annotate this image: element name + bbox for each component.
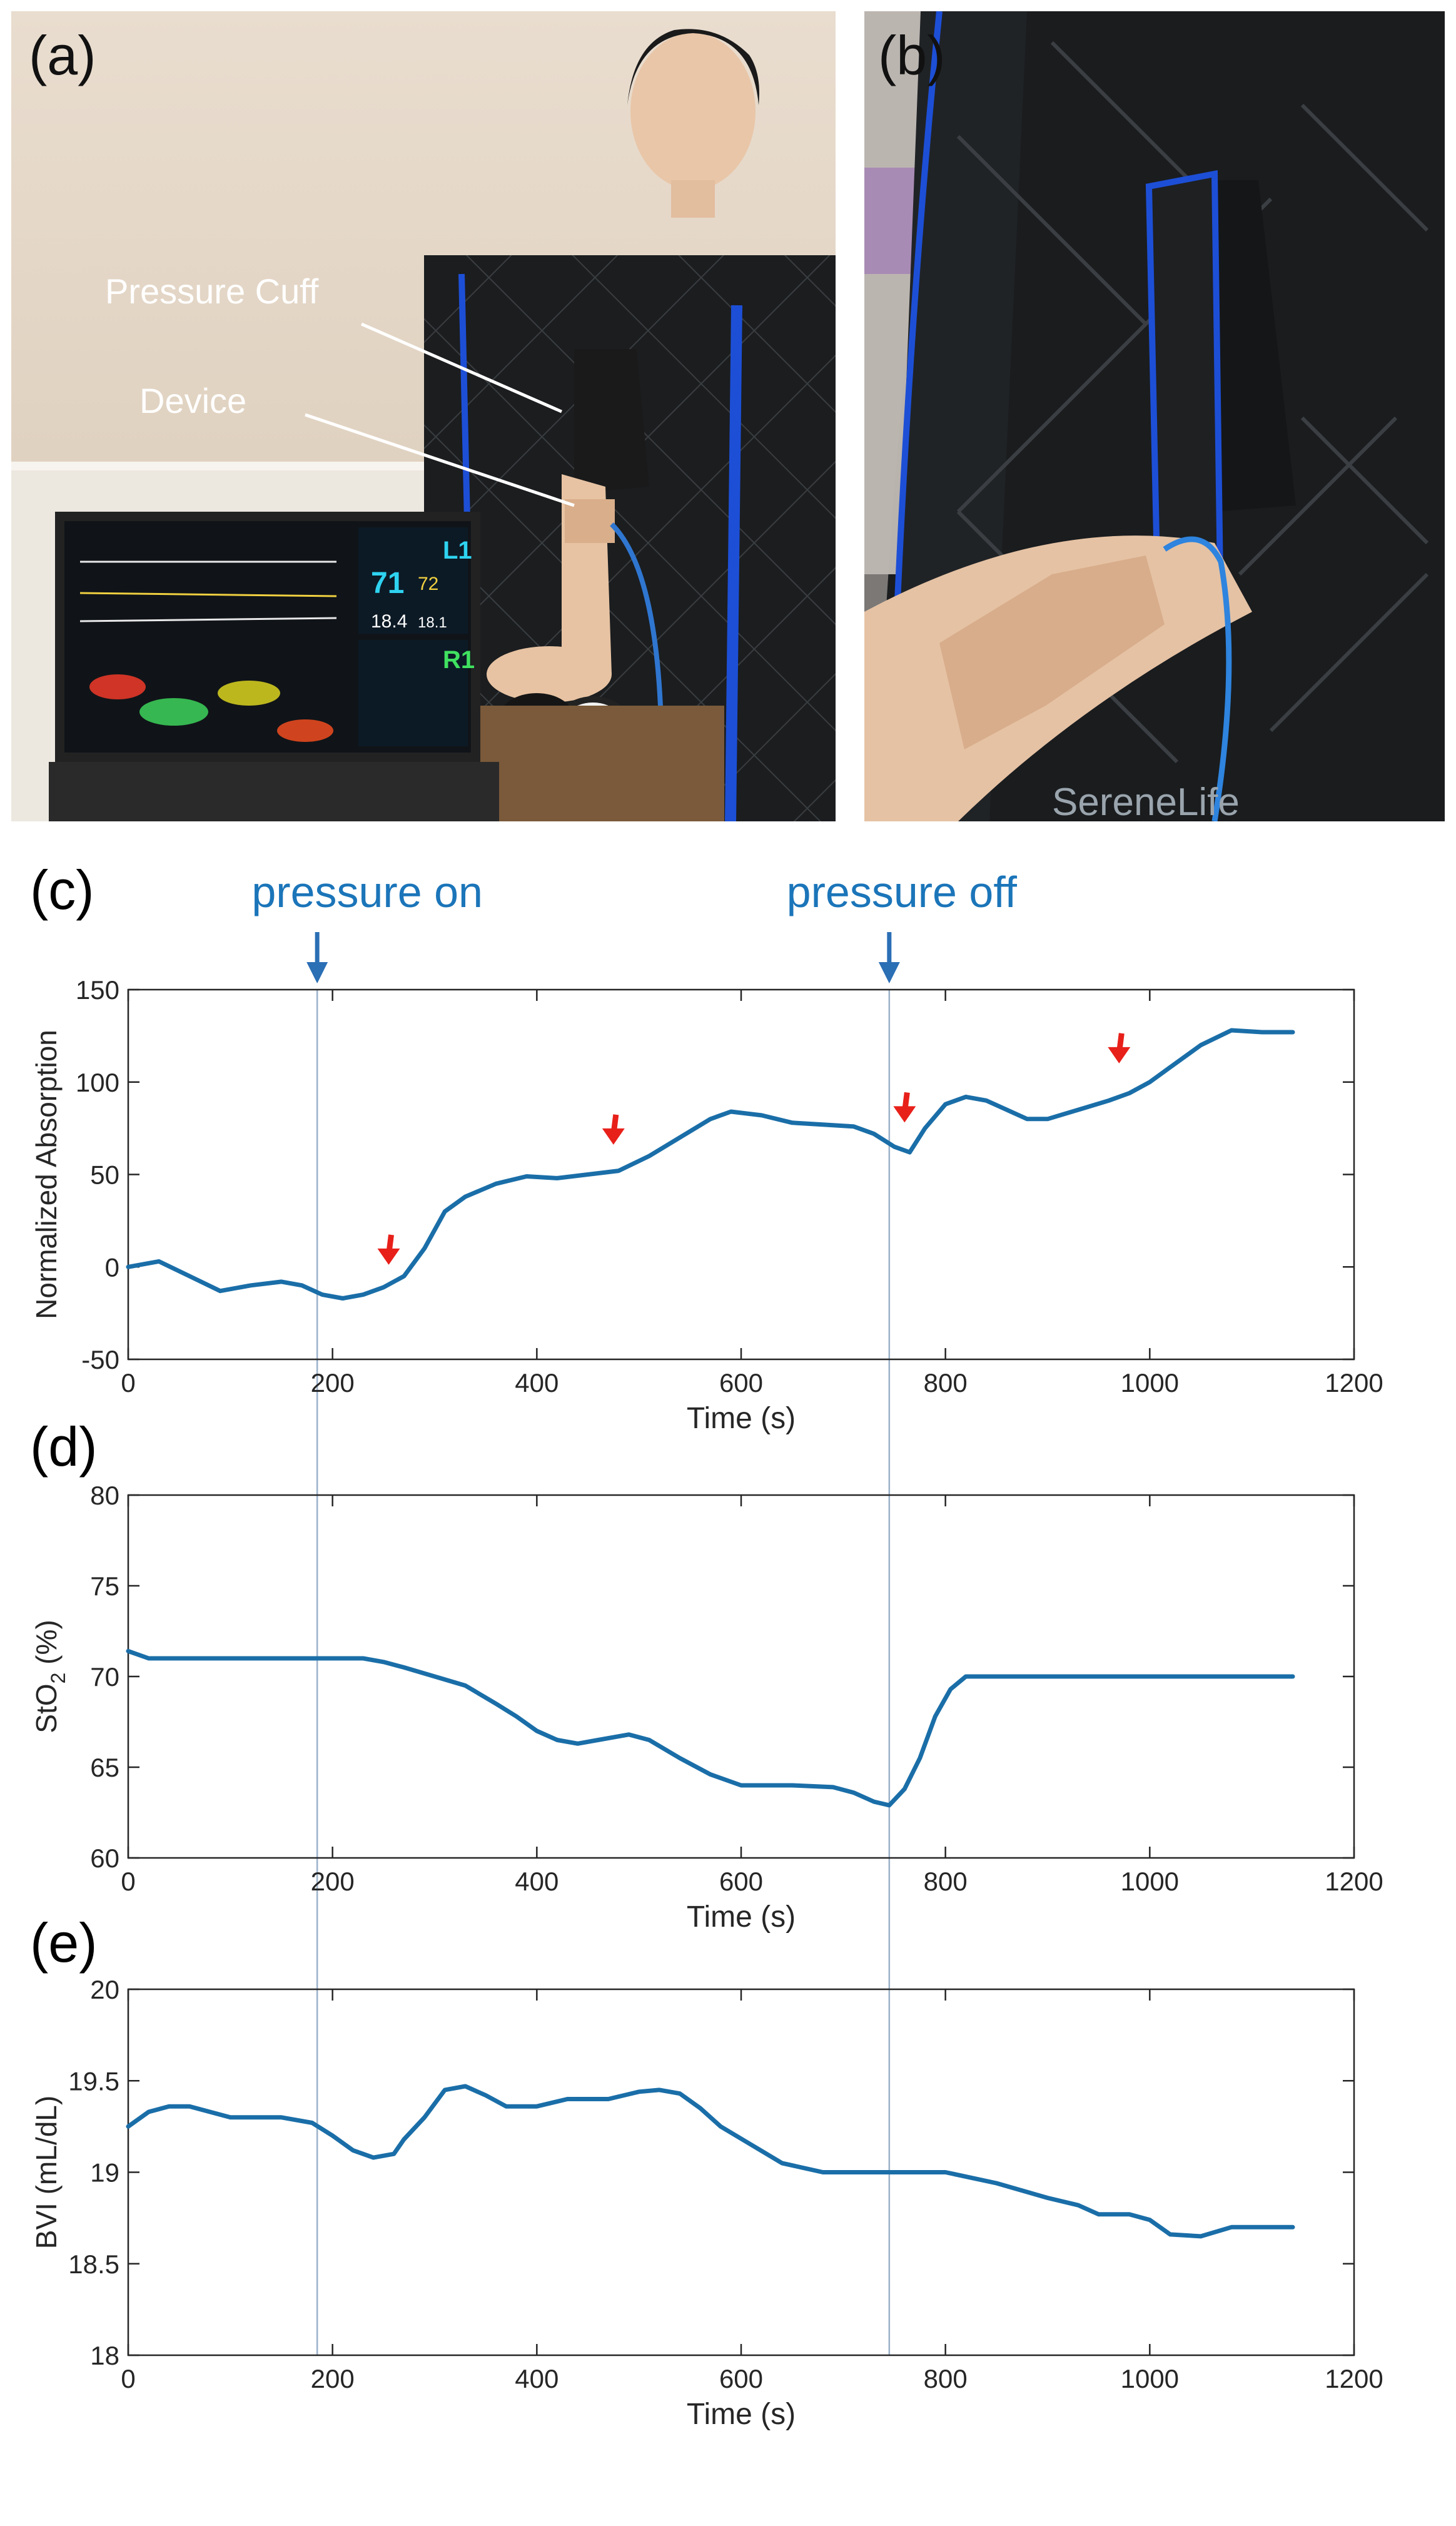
x-tick-label: 400 (515, 1368, 559, 1397)
event-arrow-head-on (306, 962, 328, 983)
y-tick-label: 70 (90, 1662, 119, 1692)
y-tick-label: 18.5 (68, 2250, 119, 2279)
y-axis-label: Normalized Absorption (30, 1030, 63, 1319)
label-pressure-cuff: Pressure Cuff (105, 271, 319, 311)
monitor-value-1: 18.4 (371, 611, 407, 632)
monitor-r1: R1 (443, 646, 475, 674)
red-arrow-head (377, 1248, 400, 1265)
photo-b-illustration: SereneLife (864, 11, 1445, 821)
x-tick-label: 200 (311, 1368, 355, 1397)
y-tick-label: -50 (81, 1345, 119, 1374)
y-tick-label: 50 (90, 1160, 119, 1190)
y-tick-label: 19 (90, 2158, 119, 2188)
x-tick-label: 600 (719, 2364, 763, 2393)
panel-label-d: (d) (30, 1416, 98, 1478)
x-tick-label: 1000 (1121, 1867, 1179, 1896)
panel-label-b: (b) (878, 24, 946, 86)
event-layer (306, 932, 900, 2355)
chart-d: 0 200 400 600 800 1000 1200 60 65 70 75 80 Time (s) S… (30, 1481, 1383, 1934)
monitor-small-value: 72 (418, 574, 438, 594)
photo-b: SereneLife (b) (864, 11, 1445, 821)
y-tick-label: 100 (76, 1068, 119, 1097)
event-label-pressure-on: pressure on (251, 868, 483, 916)
photo-a: L1 71 72 18.4 18.1 R1 (a) Pressure Cuff … (11, 11, 836, 821)
cuff-pointer-line (360, 322, 563, 413)
red-arrow-head (602, 1128, 625, 1145)
x-tick-label: 200 (311, 1867, 355, 1896)
x-tick-label: 1200 (1325, 1368, 1383, 1397)
chart-e: 0 200 400 600 800 1000 1200 18 18.5 19 19.5 20 Time … (30, 1975, 1383, 2431)
x-tick-label: 0 (121, 2364, 135, 2393)
device-pointer-line (305, 413, 575, 507)
axes-box (127, 988, 1355, 1361)
x-tick-label: 1200 (1325, 2364, 1383, 2393)
x-tick-label: 1000 (1121, 2364, 1179, 2393)
y-tick-label: 20 (90, 1975, 119, 2004)
panel-label-c: (c) (30, 859, 94, 921)
red-arrow-marker (893, 1092, 916, 1123)
y-tick-label: 80 (90, 1481, 119, 1510)
panel-label-a: (a) (29, 24, 96, 86)
y-tick-label: 65 (90, 1753, 119, 1782)
x-tick-label: 1200 (1325, 1867, 1383, 1896)
x-tick-label: 600 (719, 1867, 763, 1896)
y-axis-label-suffix: (%) (30, 1620, 63, 1672)
x-axis-label: Time (s) (687, 1900, 796, 1934)
y-tick-label: 60 (90, 1844, 119, 1873)
red-arrow-head (893, 1106, 916, 1123)
photo-a-illustration: L1 71 72 18.4 18.1 R1 (11, 11, 836, 821)
y-tick-label: 18 (90, 2341, 119, 2370)
y-tick-label: 75 (90, 1571, 119, 1601)
x-tick-label: 0 (121, 1867, 135, 1896)
x-tick-label: 400 (515, 1867, 559, 1896)
x-tick-label: 0 (121, 1368, 135, 1397)
x-tick-label: 800 (924, 1368, 968, 1397)
x-tick-label: 1000 (1121, 1368, 1179, 1397)
brand-text: SereneLife (1052, 781, 1240, 821)
y-axis-label: StO2 (%) (30, 1620, 69, 1733)
red-arrow-marker (377, 1234, 400, 1265)
y-axis-label-sub: 2 (47, 1673, 69, 1684)
y-tick-label: 0 (105, 1252, 119, 1282)
monitor-l1: L1 (443, 537, 472, 564)
y-tick-label: 19.5 (68, 2066, 119, 2096)
event-arrow-head-off (878, 962, 900, 983)
y-axis-label: BVI (mL/dL) (30, 2096, 63, 2249)
x-axis-label: Time (s) (687, 2398, 796, 2431)
series-line (126, 1028, 1295, 1301)
y-axis-label-main: StO (30, 1683, 63, 1733)
x-axis-label: Time (s) (687, 1402, 796, 1435)
x-tick-label: 800 (924, 1867, 968, 1896)
label-device: Device (139, 381, 247, 420)
y-tick-label: 150 (76, 975, 119, 1005)
x-tick-label: 400 (515, 2364, 559, 2393)
panel-label-e: (e) (30, 1912, 98, 1974)
red-arrow-marker (1108, 1033, 1131, 1063)
red-arrow-marker (602, 1114, 625, 1145)
monitor-value-2: 18.1 (418, 614, 447, 631)
axes-box (127, 1988, 1355, 2356)
laptop-screen-traces (79, 527, 468, 746)
series-line (126, 2084, 1295, 2239)
x-tick-label: 600 (719, 1368, 763, 1397)
event-label-pressure-off: pressure off (787, 868, 1018, 916)
red-arrow-head (1108, 1047, 1131, 1063)
x-tick-label: 800 (924, 2364, 968, 2393)
series-line (126, 1648, 1295, 1808)
x-tick-label: 200 (311, 2364, 355, 2393)
monitor-big-value: 71 (371, 567, 404, 600)
